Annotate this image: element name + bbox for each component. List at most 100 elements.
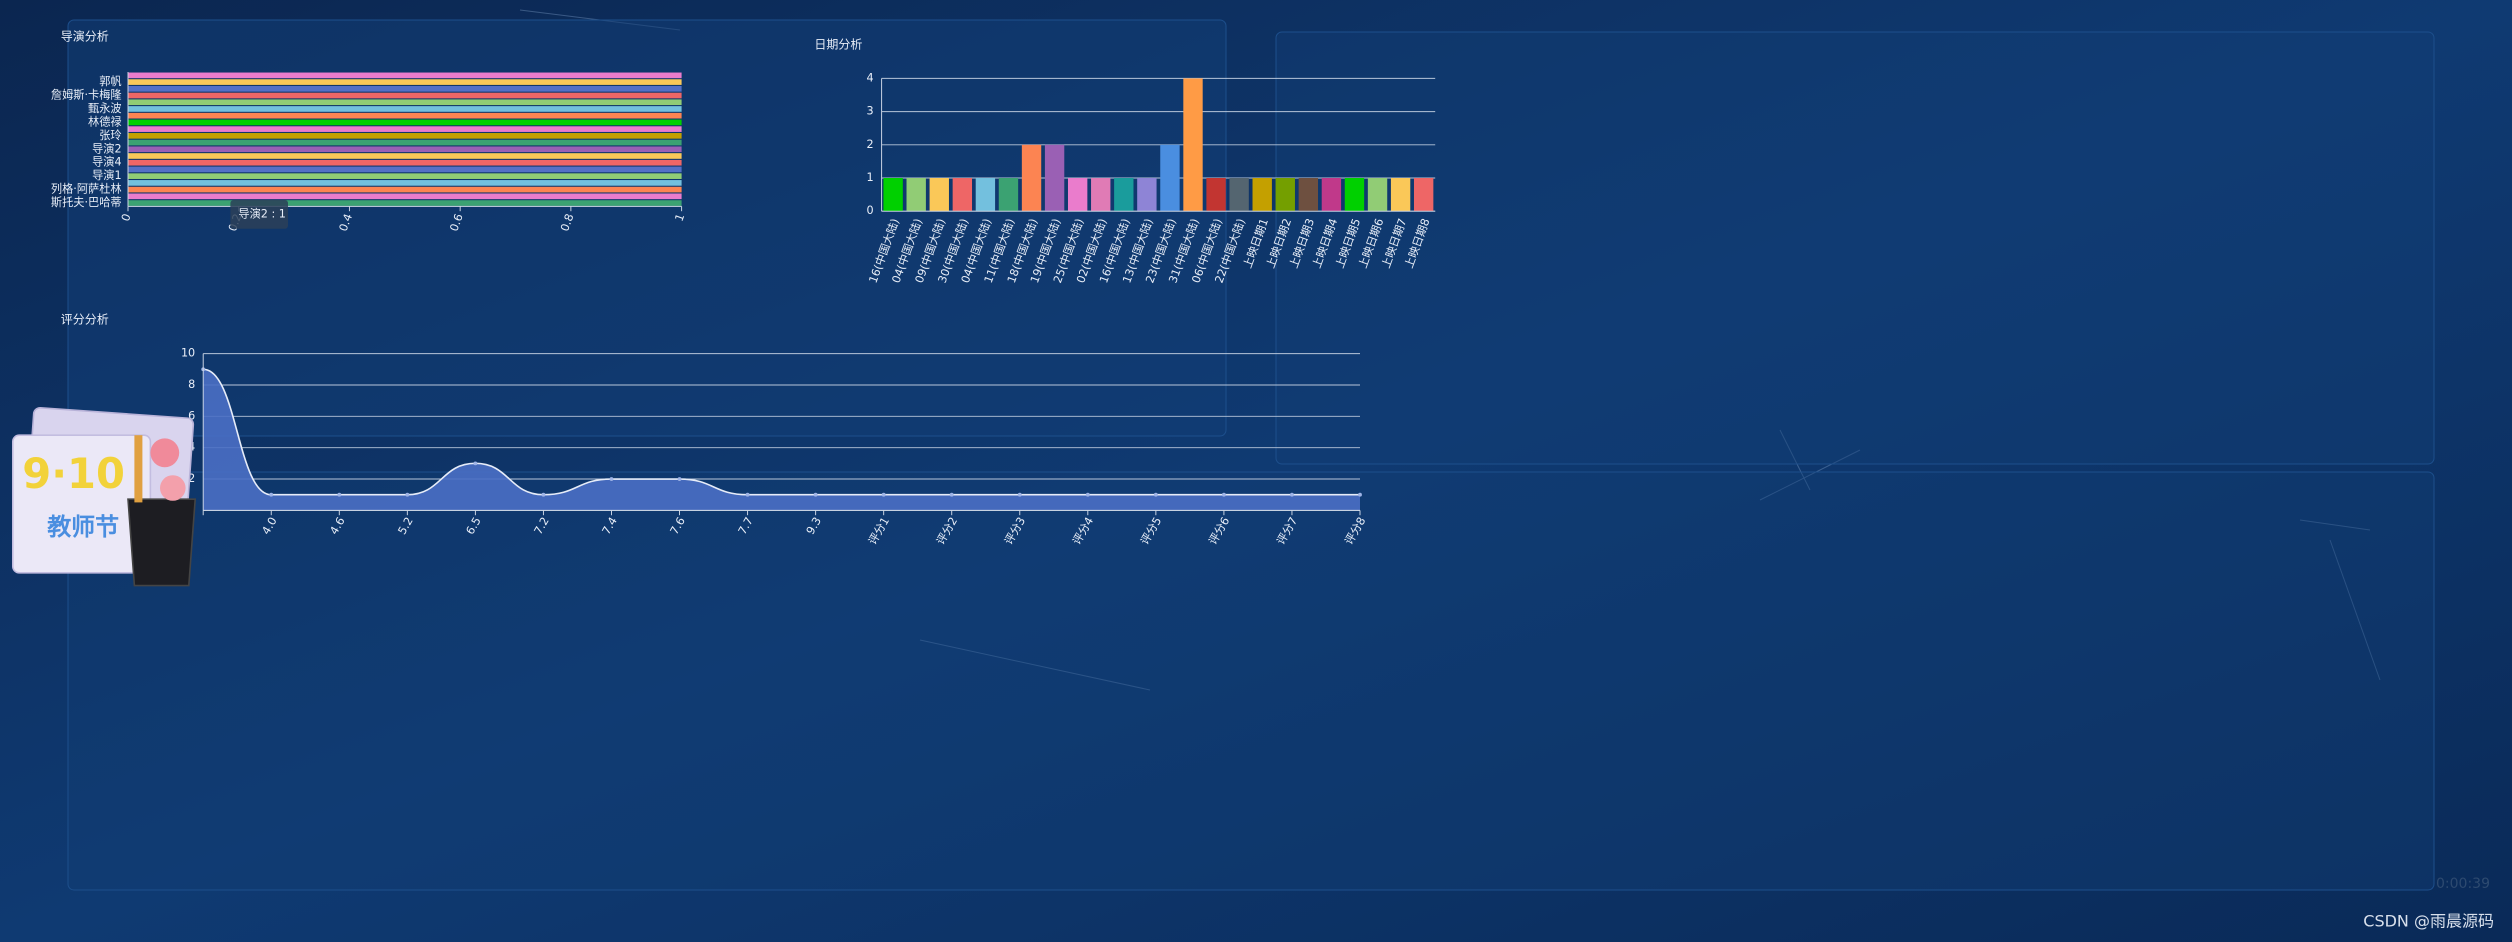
y-tick-label: 4: [866, 71, 873, 84]
y-tick-label: 导演2: [92, 141, 122, 155]
bar: [128, 180, 682, 186]
bar: [1044, 144, 1065, 212]
tooltip-box: [230, 200, 288, 229]
bar: [1114, 178, 1134, 212]
bar: [128, 79, 682, 85]
point: [1153, 492, 1158, 497]
bar: [128, 173, 682, 179]
y-tick-label: 斯托夫·巴哈蒂: [51, 195, 122, 209]
bar: [128, 126, 682, 132]
panel: [67, 471, 2435, 891]
chart-title: 评分分析: [61, 313, 109, 327]
y-tick-label: 郭帆: [99, 74, 121, 88]
x-tick-label: 1: [673, 212, 688, 223]
bar: [128, 106, 682, 112]
bar: [906, 178, 926, 212]
point: [269, 492, 274, 497]
bar: [1091, 178, 1111, 212]
chart-title: 导演分析: [61, 28, 109, 43]
bar: [128, 112, 682, 119]
y-tick-label: 导演1: [92, 168, 122, 182]
bar: [128, 193, 682, 200]
bar: [128, 72, 682, 79]
bar: [1206, 178, 1226, 212]
ruler: [134, 435, 143, 503]
point: [609, 477, 614, 481]
point: [473, 461, 478, 466]
y-tick-label: 詹姆斯·卡梅隆: [51, 88, 122, 102]
y-tick-label: 6: [188, 409, 195, 422]
bar: [1252, 178, 1272, 212]
bar: [1321, 178, 1342, 212]
y-tick-label: 1: [866, 171, 873, 184]
point: [745, 492, 750, 497]
point: [881, 492, 886, 497]
point: [541, 492, 546, 497]
bar: [1298, 178, 1319, 212]
bar: [128, 139, 682, 146]
bar: [128, 119, 682, 126]
bar: [1390, 178, 1411, 212]
y-tick-label: 2: [866, 138, 873, 151]
x-tick-label: 0.6: [447, 212, 465, 233]
bar: [952, 178, 973, 212]
chart-title: 日期分析: [814, 37, 862, 51]
watermark: CSDN @雨晨源码: [2363, 912, 2494, 931]
bar: [128, 99, 682, 106]
point: [405, 492, 410, 497]
panel: [1275, 31, 2435, 465]
y-tick-label: 0: [866, 204, 873, 217]
sticker-label: 教师节: [47, 513, 119, 541]
y-tick-label: 张玲: [99, 129, 121, 142]
point: [949, 492, 954, 497]
flower: [160, 475, 186, 501]
bar: [883, 178, 903, 212]
x-tick-label: 0: [119, 212, 134, 223]
bar: [1021, 144, 1042, 212]
y-tick-label: 列格·阿萨杜林: [51, 182, 122, 196]
bar: [128, 186, 682, 193]
bar: [128, 146, 682, 153]
bar: [1275, 178, 1295, 212]
sticker: 9·10 教师节: [12, 407, 197, 587]
flower: [150, 438, 180, 468]
y-tick-label: 甄永波: [88, 101, 122, 115]
y-tick-label: 林德禄: [88, 114, 122, 128]
point: [337, 492, 342, 497]
bar: [128, 200, 682, 206]
x-tick-label: 0.4: [337, 212, 355, 233]
bar: [1229, 178, 1249, 212]
point: [677, 477, 682, 481]
bar: [128, 133, 682, 139]
y-tick-label: 3: [866, 105, 873, 118]
area: [203, 369, 1361, 511]
tooltip: 导演2 : 1: [238, 206, 286, 220]
bar: [128, 92, 682, 99]
bar: [1137, 178, 1157, 212]
point: [1017, 492, 1022, 497]
point: [1358, 492, 1362, 497]
bar: [1344, 178, 1365, 212]
bar: [998, 178, 1019, 212]
point: [1221, 492, 1226, 497]
bar: [1183, 78, 1203, 212]
y-tick-label: 8: [188, 378, 195, 391]
pen-holder: [127, 498, 197, 587]
sticker-date: 9·10: [22, 449, 125, 498]
bar: [128, 85, 682, 92]
y-tick-label: 2: [188, 472, 195, 485]
timestamp: 0:00:39: [2436, 876, 2490, 892]
bar: [1413, 178, 1434, 212]
y-tick-label: 导演4: [92, 155, 122, 169]
y-tick-label: 10: [181, 347, 195, 360]
bar: [929, 178, 949, 212]
point: [1085, 492, 1090, 497]
bar: [1160, 144, 1180, 212]
bar: [128, 166, 682, 173]
point: [1290, 492, 1294, 497]
bar: [1067, 178, 1088, 212]
point: [813, 492, 818, 497]
bar: [128, 153, 682, 159]
